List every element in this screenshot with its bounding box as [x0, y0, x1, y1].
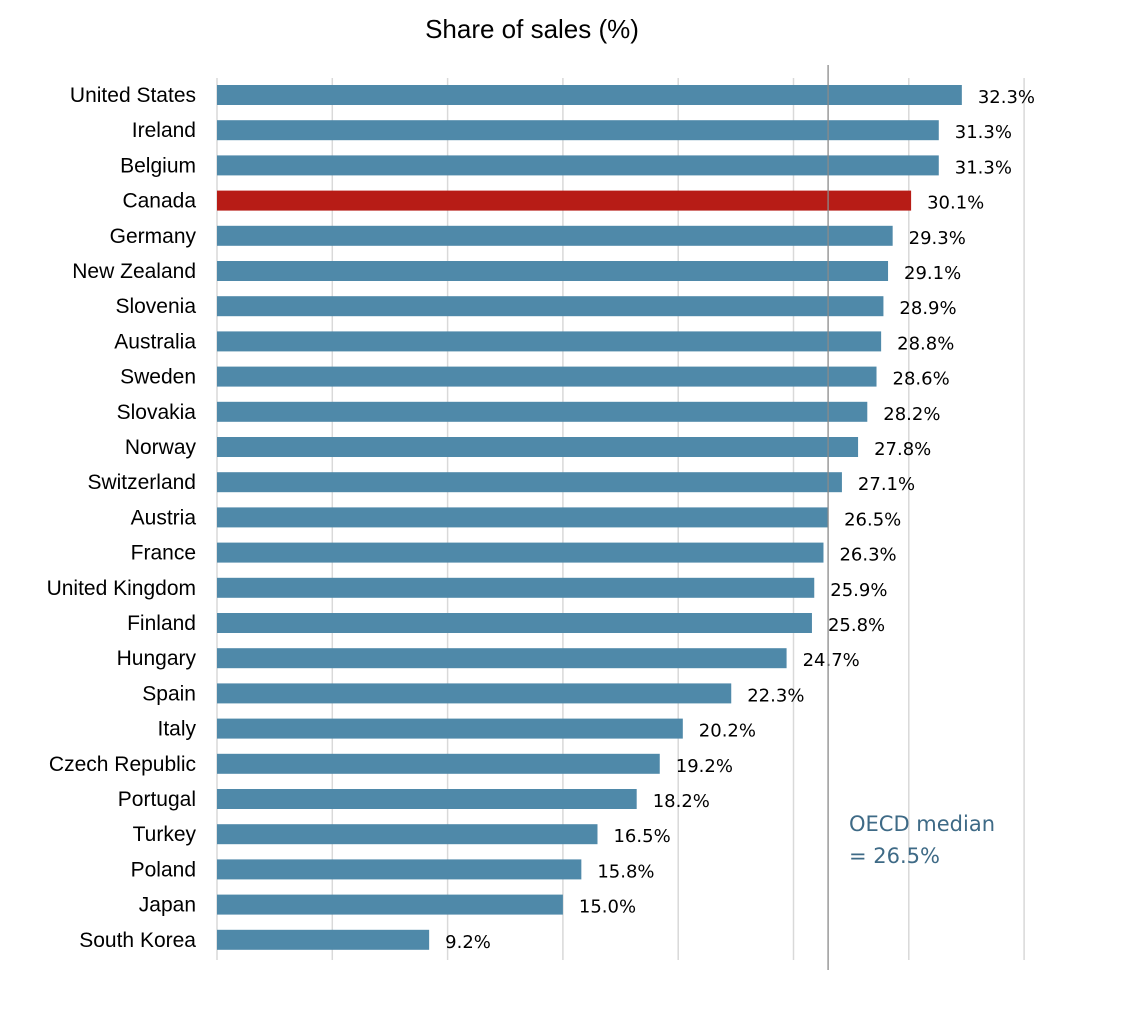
category-label: United States — [70, 84, 196, 107]
bar — [217, 472, 842, 493]
category-label: Canada — [122, 190, 196, 213]
value-label: 31.3% — [955, 157, 1012, 178]
value-label: 26.3% — [839, 545, 896, 566]
value-label: 15.8% — [597, 861, 654, 882]
value-label: 25.9% — [830, 580, 887, 601]
value-label: 27.8% — [874, 439, 931, 460]
category-label: United Kingdom — [47, 577, 196, 600]
bar — [217, 859, 582, 880]
bar — [217, 613, 812, 633]
median-label: OECD median — [849, 812, 995, 836]
value-label: 15.0% — [579, 897, 636, 918]
bar — [217, 542, 824, 563]
value-label: 9.2% — [445, 932, 491, 953]
bar — [217, 507, 829, 528]
category-label: Italy — [157, 718, 196, 741]
category-label: Finland — [127, 612, 196, 635]
value-label: 24.7% — [803, 650, 860, 671]
bar — [217, 85, 962, 105]
value-label: 16.5% — [613, 826, 670, 847]
category-label: Slovakia — [117, 401, 197, 424]
category-label: Ireland — [132, 119, 196, 142]
category-label: Portugal — [118, 788, 196, 811]
bar — [217, 894, 563, 915]
bar — [217, 753, 660, 774]
category-label: Germany — [110, 225, 197, 248]
category-label: Spain — [142, 682, 196, 705]
bar — [217, 437, 859, 457]
value-label: 28.8% — [897, 333, 954, 354]
value-label: 27.1% — [858, 474, 915, 495]
value-label: 29.3% — [909, 228, 966, 249]
bar — [217, 929, 430, 950]
bar — [217, 577, 815, 598]
bar — [217, 261, 889, 281]
category-label: Austria — [131, 506, 197, 529]
value-label: 18.2% — [653, 791, 710, 812]
bar — [217, 789, 637, 809]
bar — [217, 683, 732, 704]
category-label: Switzerland — [87, 471, 196, 494]
category-label: Sweden — [120, 366, 196, 389]
bar — [217, 155, 939, 176]
category-label: South Korea — [79, 929, 196, 952]
bar — [217, 401, 868, 422]
category-label: Hungary — [117, 647, 197, 670]
value-label: 19.2% — [676, 756, 733, 777]
value-label: 28.2% — [883, 404, 940, 425]
value-label: 20.2% — [699, 721, 756, 742]
value-label: 26.5% — [844, 509, 901, 530]
bar — [217, 718, 683, 739]
bar — [217, 648, 787, 669]
bar — [217, 225, 893, 246]
bar — [217, 366, 877, 387]
bar — [217, 331, 882, 352]
bar — [217, 120, 939, 141]
bar — [217, 824, 598, 845]
category-label: France — [131, 542, 196, 565]
value-label: 28.6% — [893, 369, 950, 390]
category-label: Norway — [125, 436, 197, 459]
category-label: Slovenia — [115, 295, 196, 318]
category-label: Czech Republic — [49, 753, 196, 776]
category-label: Poland — [131, 858, 196, 881]
category-label: Belgium — [120, 154, 196, 177]
chart-title: Share of sales (%) — [425, 14, 639, 44]
value-label: 25.8% — [828, 615, 885, 636]
value-label: 30.1% — [927, 193, 984, 214]
value-label: 29.1% — [904, 263, 961, 284]
value-label: 28.9% — [899, 298, 956, 319]
category-label: Turkey — [133, 823, 197, 846]
category-label: New Zealand — [72, 260, 196, 283]
category-label: Japan — [139, 894, 196, 917]
bar — [217, 190, 912, 211]
value-label: 32.3% — [978, 87, 1035, 108]
value-label: 31.3% — [955, 122, 1012, 143]
median-label: = 26.5% — [849, 844, 940, 868]
category-label: Australia — [114, 330, 196, 353]
value-label: 22.3% — [747, 685, 804, 706]
bar — [217, 296, 884, 317]
